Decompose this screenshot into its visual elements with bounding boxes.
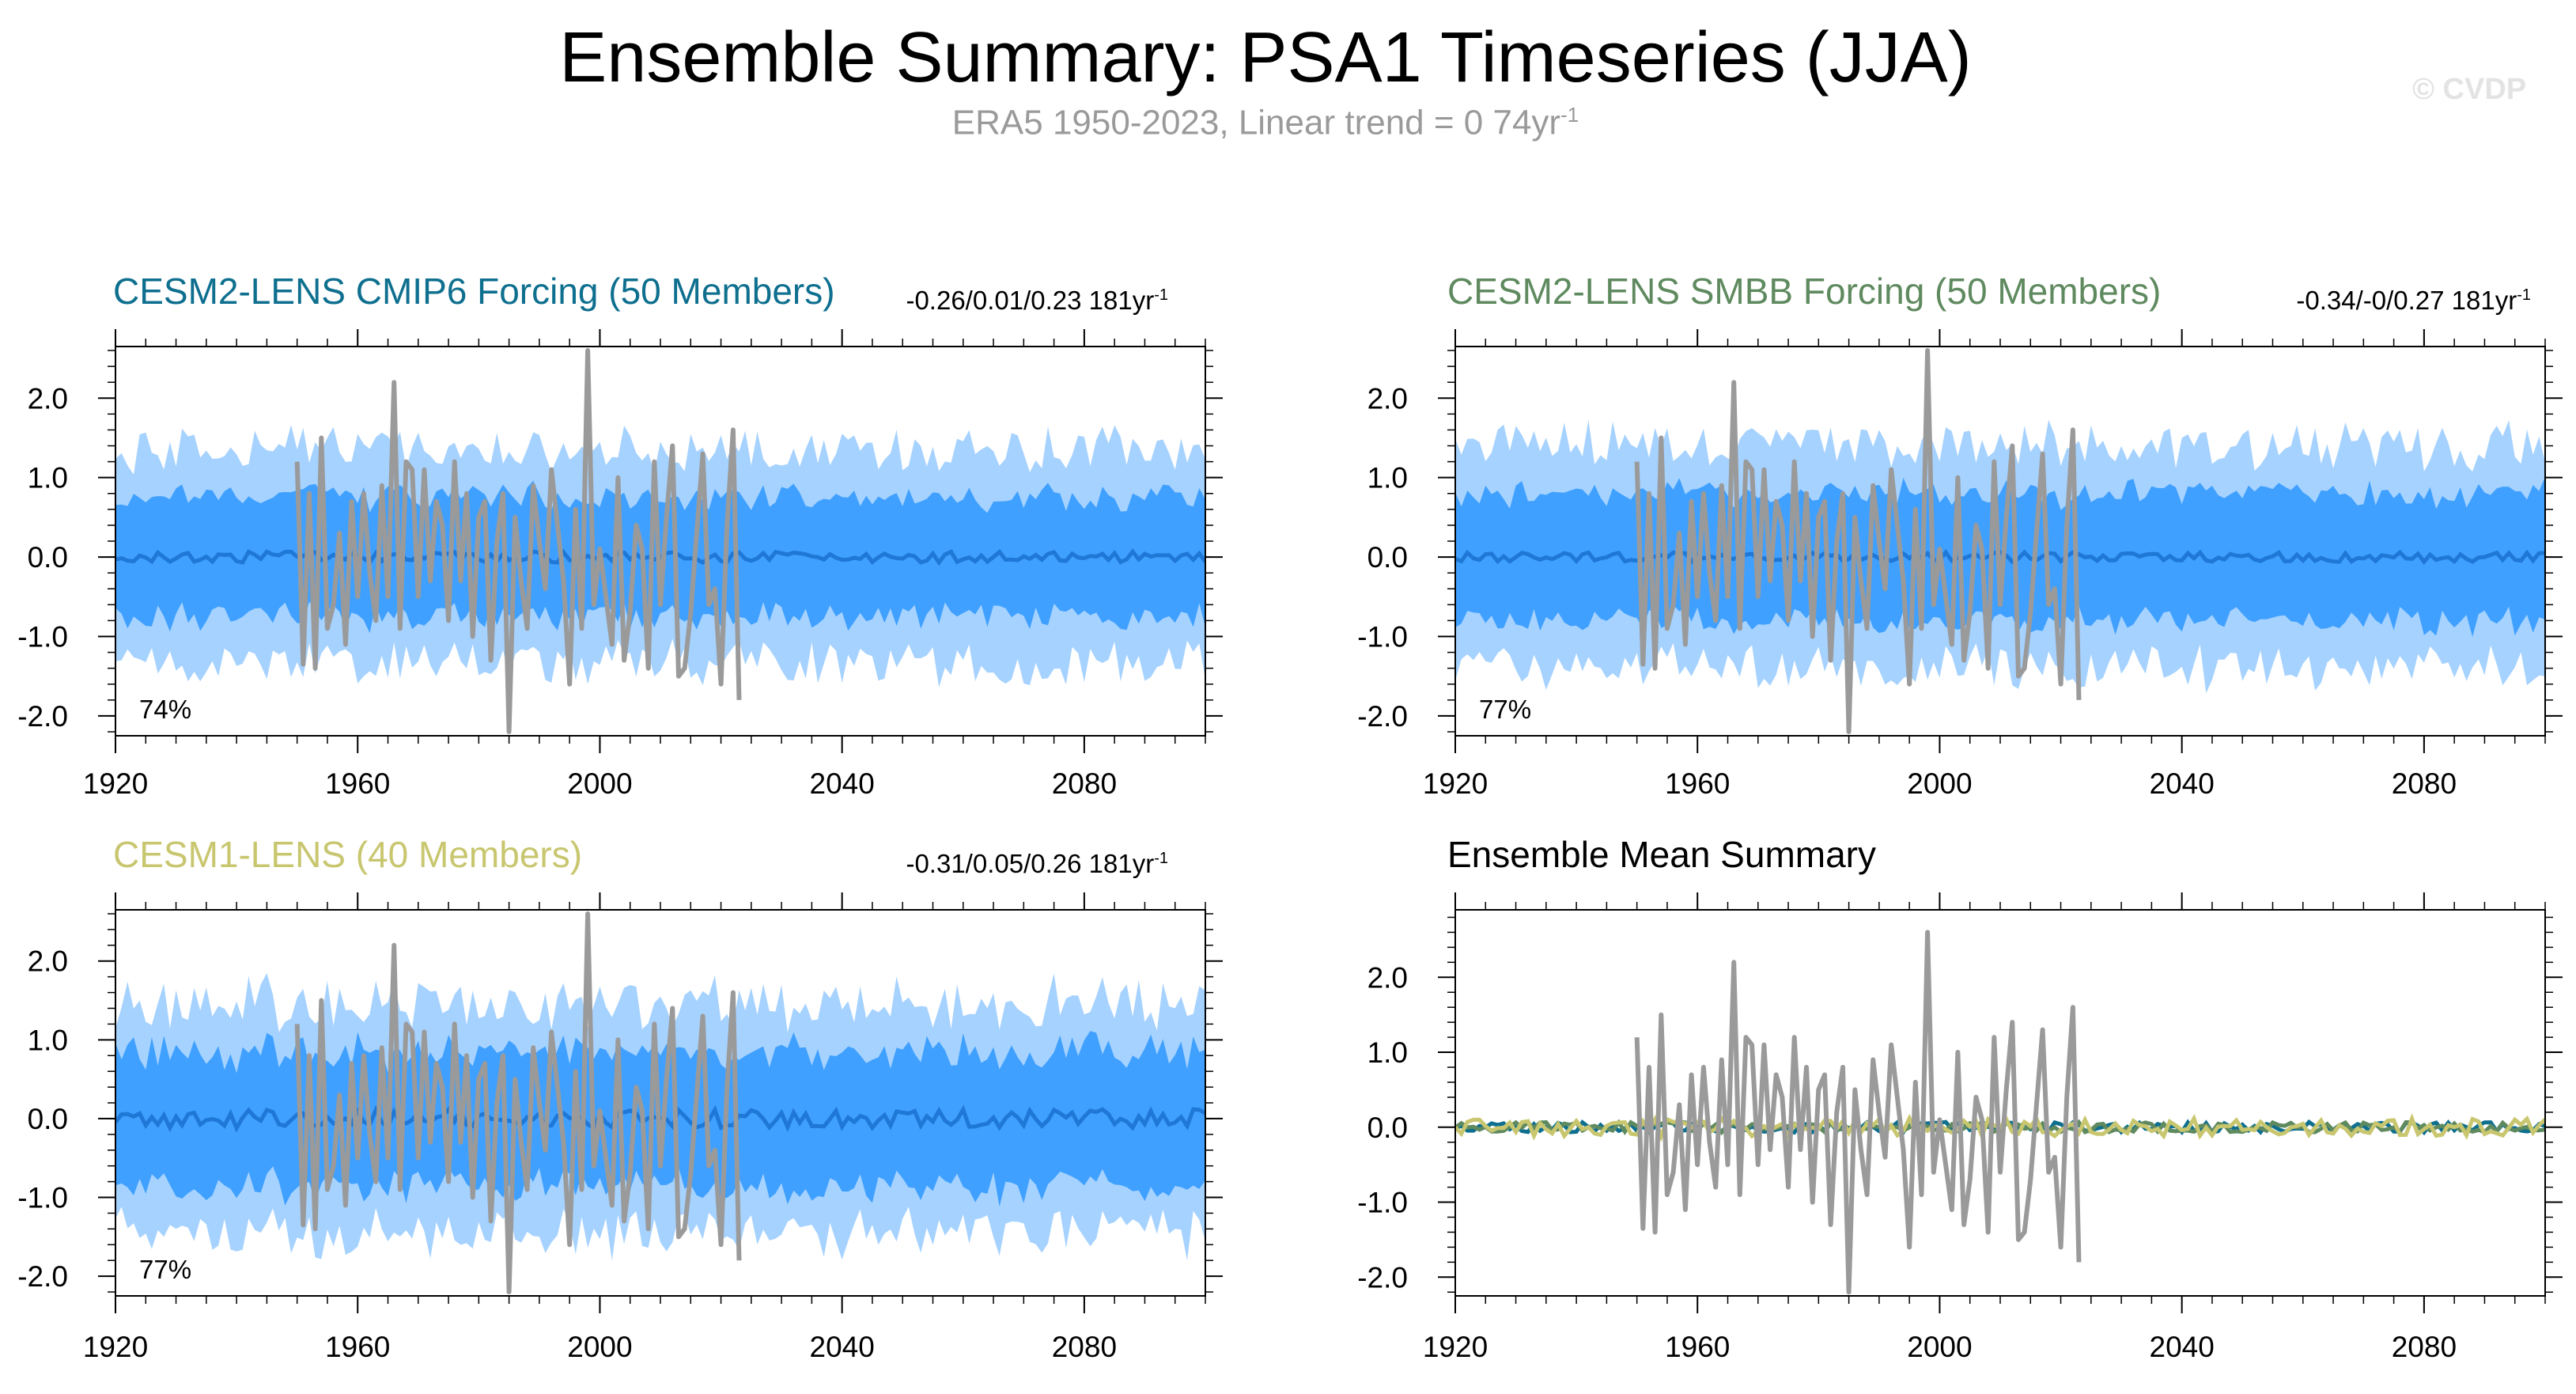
x-tick-label: 1960 [325,1331,390,1363]
cvdp-watermark: © CVDP [2412,73,2527,106]
x-tick-label: 1920 [83,767,148,800]
x-tick-label: 2040 [810,1331,875,1363]
x-tick-label: 2000 [567,767,632,800]
subtitle-text: ERA5 1950-2023, Linear trend = 0 74yr [951,103,1561,142]
y-tick-label: 2.0 [28,945,68,978]
y-tick-label: 1.0 [1367,462,1408,494]
percent-annotation: 77% [139,1255,191,1284]
plot-area [115,348,1205,734]
y-tick-label: -2.0 [1357,1261,1408,1294]
panel-1-title: CESM2-LENS CMIP6 Forcing (50 Members) [113,271,835,312]
y-tick-label: 0.0 [1367,541,1408,574]
panel-2-title: CESM2-LENS SMBB Forcing (50 Members) [1447,271,2162,312]
x-tick-label: 2080 [1052,1331,1117,1363]
x-tick-label: 1960 [1665,1331,1730,1363]
observed-era5-line [1634,348,2082,734]
panel-1-stats: -0.26/0.01/0.23 181yr-1 [906,286,1168,315]
x-tick-label: 2080 [2392,767,2457,800]
observed-era5-line [294,348,742,734]
x-tick-label: 1960 [325,767,390,800]
panel-2-stats: -0.34/-0/0.27 181yr-1 [2296,286,2531,315]
x-tick-label: 2040 [2150,1331,2215,1363]
observed-era5-line [1634,930,2082,1295]
y-tick-label: 1.0 [28,1024,68,1056]
x-tick-label: 1920 [1423,767,1488,800]
panel-1-plot: 2.0 1.0 0.0 -1.0 -2.0 1920 1960 2000 2040 2080 74% [17,329,1223,800]
y-tick-label: 0.0 [28,541,68,574]
panel-2-plot: 2.0 1.0 0.0 -1.0 -2.0 1920 1960 2000 2040 2080 77% [1357,329,2563,800]
plot-area [115,911,1205,1294]
y-tick-label: -2.0 [1357,700,1408,733]
y-tick-label: -2.0 [17,1260,68,1293]
panel-3-title: CESM1-LENS (40 Members) [113,834,583,875]
subtitle: ERA5 1950-2023, Linear trend = 0 74yr-1 [0,103,2531,143]
y-tick-label: -1.0 [1357,1187,1408,1219]
y-tick-label: 0.0 [28,1103,68,1135]
x-tick-label: 1920 [83,1331,148,1363]
percent-annotation: 77% [1479,695,1531,724]
x-tick-label: 2040 [2150,767,2215,800]
panel-3-stats: -0.31/0.05/0.26 181yr-1 [906,849,1168,878]
main-title: Ensemble Summary: PSA1 Timeseries (JJA) [559,18,1972,97]
y-tick-label: -1.0 [17,620,68,653]
y-tick-label: 1.0 [28,462,68,494]
x-tick-label: 1960 [1665,767,1730,800]
y-tick-label: 2.0 [1367,382,1408,415]
subtitle-exponent: -1 [1560,103,1579,127]
y-tick-label: 2.0 [28,382,68,415]
x-tick-label: 2000 [1907,1331,1972,1363]
panel-4-plot: 2.0 1.0 0.0 -1.0 -2.0 1920 1960 2000 2040 2080 [1357,892,2563,1363]
y-tick-label: 1.0 [1367,1036,1408,1069]
y-tick-label: -1.0 [17,1182,68,1214]
x-tick-label: 2040 [810,767,875,800]
y-tick-label: 0.0 [1367,1112,1408,1144]
y-tick-label: -2.0 [17,700,68,733]
y-tick-label: 2.0 [1367,961,1408,994]
plot-area [1455,348,2545,734]
panel-3-plot: 2.0 1.0 0.0 -1.0 -2.0 1920 1960 2000 2040 2080 77% [17,892,1223,1363]
plot-frame [1454,909,2546,1297]
percent-annotation: 74% [139,695,191,724]
panel-4-title: Ensemble Mean Summary [1447,834,1876,875]
plot-area [1455,930,2545,1295]
x-tick-label: 2080 [2392,1331,2457,1363]
y-tick-label: -1.0 [1357,620,1408,653]
observed-era5-line [294,911,742,1294]
x-tick-label: 1920 [1423,1331,1488,1363]
x-tick-label: 2000 [567,1331,632,1363]
x-tick-label: 2080 [1052,767,1117,800]
x-tick-label: 2000 [1907,767,1972,800]
